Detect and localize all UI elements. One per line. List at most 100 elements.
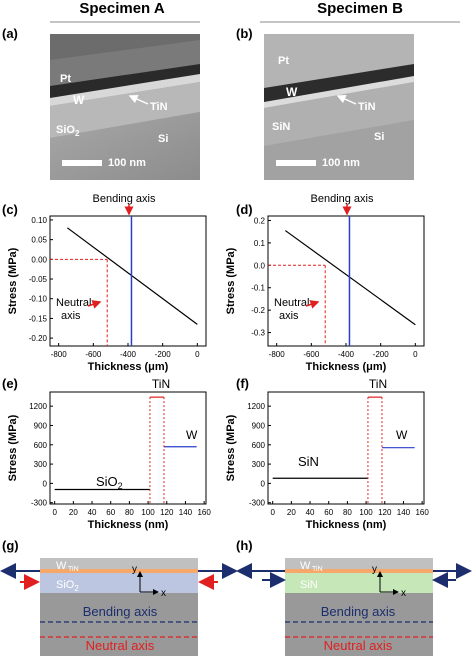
y-tick-label-e-3: 300 [34, 460, 48, 469]
neutral-axis-label-c-1: Neutral [56, 297, 91, 309]
x-tick-label-f-5: 100 [359, 508, 373, 517]
tem-image-a [50, 34, 200, 180]
y-tick-label-e-1: 900 [34, 421, 48, 430]
x-tick-label-f-1: 20 [287, 508, 296, 517]
bending-axis-label-h: Bending axis [321, 604, 396, 619]
series-label-w-f: W [396, 428, 408, 442]
panel-letter-a: (a) [2, 26, 18, 41]
neutral-axis-arrow-c [87, 300, 102, 309]
scale-bar-label-a: 100 nm [108, 157, 146, 169]
series-label-tin-f: TiN [369, 377, 387, 391]
y-tick-label-c-2: 0.00 [31, 255, 47, 264]
panel-letter-b: (b) [236, 26, 253, 41]
label-w-b: W [286, 85, 298, 99]
x-tick-label-c-4: 0 [195, 350, 200, 359]
x-tick-label-f-0: 0 [270, 508, 275, 517]
y-tick-label-f-4: 0 [261, 479, 266, 488]
stress-line-c [66, 227, 198, 325]
x-tick-label-c-1: -600 [85, 350, 102, 359]
y-axis-label-c: Stress (MPa) [7, 247, 19, 314]
x-tick-label-f-4: 80 [343, 508, 352, 517]
schematic-label-tin-g: TiN [68, 566, 79, 573]
x-tick-label-f-6: 120 [378, 508, 392, 517]
scale-bar-label-b: 100 nm [322, 157, 360, 169]
series-label-oxide-e: SiO2 [96, 474, 123, 491]
y-tick-label-c-1: 0.05 [31, 236, 47, 245]
y-tick-label-c-6: -0.20 [29, 334, 48, 343]
x-axis-label-c: Thickness (μm) [88, 361, 169, 373]
plot-frame-c [49, 215, 207, 347]
label-w-a: W [73, 93, 85, 107]
y-tick-label-c-3: -0.05 [29, 275, 48, 284]
bending-axis-label-g: Bending axis [83, 604, 158, 619]
series-label-w-e: W [186, 428, 198, 442]
series-label-tin-e: TiN [152, 377, 170, 391]
plot-frame-f [267, 391, 425, 505]
x-tick-label-e-0: 0 [52, 508, 57, 517]
y-tick-label-d-3: -0.1 [251, 284, 265, 293]
y-tick-label-f-0: 1200 [247, 402, 265, 411]
neutral-axis-label-d-2: axis [279, 310, 299, 322]
x-tick-label-c-0: -800 [51, 350, 68, 359]
y-tick-label-c-5: -0.15 [29, 314, 48, 323]
label-oxide-a: SiO2 [56, 124, 80, 138]
y-tick-label-e-0: 1200 [29, 402, 47, 411]
tin-pointer-b [336, 94, 357, 105]
y-tick-label-d-1: 0.1 [254, 239, 266, 248]
schematic-h [236, 558, 472, 656]
x-tick-label-f-2: 40 [306, 508, 315, 517]
y-tick-label-d-5: -0.3 [251, 329, 265, 338]
header-specimen-a: Specimen A [79, 0, 164, 17]
schematic-label-w-h: W [300, 560, 311, 572]
panel-letter-g: (g) [2, 538, 19, 553]
x-tick-label-e-4: 80 [125, 508, 134, 517]
schematic-label-tin-h: TiN [312, 566, 323, 573]
x-tick-label-d-0: -800 [269, 350, 286, 359]
y-tick-label-f-3: 300 [252, 460, 266, 469]
stress-line-d [284, 230, 416, 326]
x-tick-label-e-6: 120 [160, 508, 174, 517]
neutral-axis-label-c-2: axis [61, 310, 81, 322]
neutral-axis-label-h: Neutral axis [324, 638, 393, 653]
y-tick-label-d-0: 0.2 [254, 216, 266, 225]
y-axis-label-f: Stress (MPa) [225, 414, 237, 481]
y-tick-label-c-4: -0.10 [29, 295, 48, 304]
y-tick-label-f-5: -300 [249, 499, 266, 508]
panel-letter-h: (h) [236, 538, 253, 553]
panel-letter-f: (f) [236, 376, 249, 391]
x-axis-label-f: Thickness (nm) [306, 519, 387, 531]
x-axis-label-d: Thickness (μm) [306, 361, 387, 373]
label-tin-b: TiN [358, 101, 376, 113]
panel-letter-d: (d) [236, 202, 253, 217]
y-tick-label-e-4: 0 [43, 479, 48, 488]
axis-label-x-g: x [161, 588, 166, 599]
label-tin-a: TiN [150, 101, 168, 113]
bending-axis-label-d: Bending axis [311, 193, 374, 205]
label-si-a: Si [158, 133, 168, 145]
x-tick-label-e-5: 100 [141, 508, 155, 517]
y-axis-label-e: Stress (MPa) [7, 414, 19, 481]
plot-frame-e [49, 391, 207, 505]
axis-label-x-h: x [401, 588, 406, 599]
axis-label-y-g: y [132, 564, 137, 575]
x-tick-label-d-1: -600 [303, 350, 320, 359]
label-pt-a: Pt [60, 73, 71, 85]
y-tick-label-e-5: -300 [31, 499, 48, 508]
panel-letter-c: (c) [2, 202, 18, 217]
tin-pointer-a [128, 94, 149, 105]
schematic-g [0, 558, 238, 656]
chart-e: 0 20 40 60 80 100 120 140 160 1200 900 600 300 0 -300 T… [7, 391, 211, 531]
axis-label-y-h: y [372, 564, 377, 575]
x-tick-label-e-1: 20 [69, 508, 78, 517]
panel-letter-e: (e) [2, 376, 18, 391]
y-axis-label-d: Stress (MPa) [225, 247, 237, 314]
x-tick-label-f-7: 140 [397, 508, 411, 517]
chart-c: -800 -600 -400 -200 0 0.10 0.05 0.00 -0.05 -0.10 -… [7, 215, 207, 373]
header-specimen-b: Specimen B [317, 0, 403, 17]
x-tick-label-e-7: 140 [179, 508, 193, 517]
x-tick-label-e-3: 60 [106, 508, 115, 517]
y-tick-label-e-2: 600 [34, 441, 48, 450]
bending-axis-label-c: Bending axis [93, 193, 156, 205]
label-oxide-b: SiN [272, 121, 290, 133]
